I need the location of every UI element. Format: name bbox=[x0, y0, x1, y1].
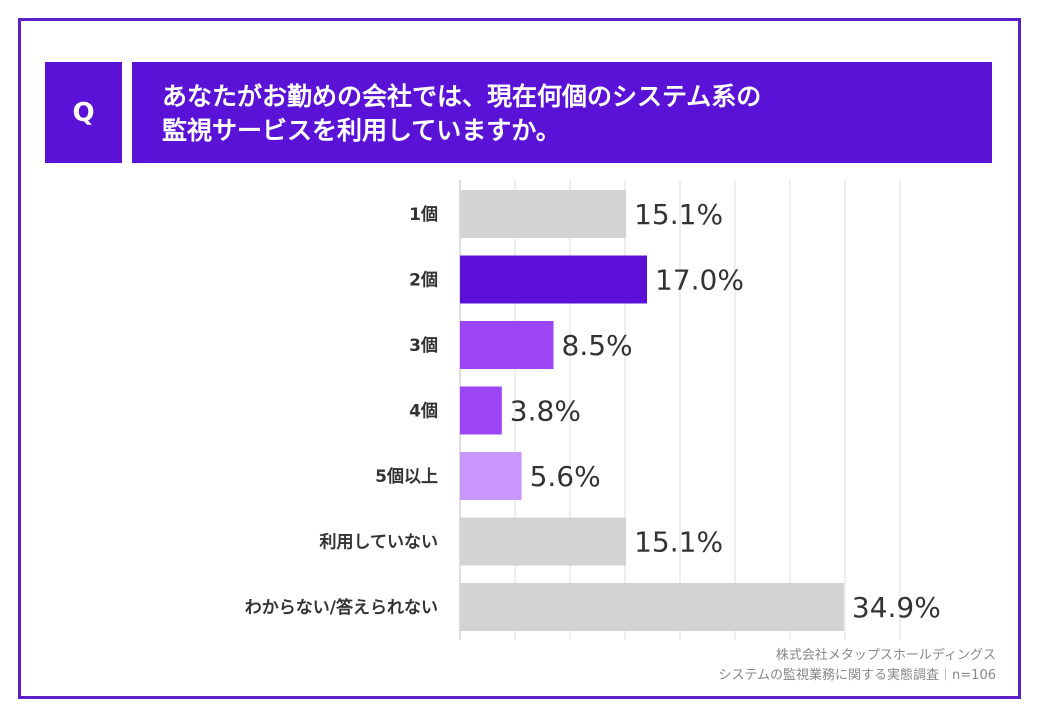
bar-5 bbox=[460, 452, 522, 500]
bar-2 bbox=[460, 255, 647, 304]
value-label: 15.1% bbox=[634, 198, 723, 231]
question-badge: Q bbox=[45, 62, 122, 163]
value-label: 5.6% bbox=[530, 460, 601, 493]
question-title-line-2: 監視サービスを利用していますか。 bbox=[162, 116, 561, 145]
question-badge-label: Q bbox=[72, 97, 95, 128]
value-label: 8.5% bbox=[562, 329, 633, 362]
category-label: 4個 bbox=[409, 401, 438, 422]
value-label: 17.0% bbox=[655, 264, 744, 297]
bar-6 bbox=[460, 517, 627, 566]
category-label: 5個以上 bbox=[375, 466, 438, 487]
category-label: 2個 bbox=[409, 270, 438, 291]
value-label: 15.1% bbox=[634, 526, 723, 559]
category-label: 利用していない bbox=[320, 532, 439, 553]
category-label: 1個 bbox=[409, 204, 438, 225]
source-note: 株式会社メタップスホールディングス システムの監視業務に関する実態調査｜n=10… bbox=[718, 646, 996, 686]
bar-7 bbox=[460, 583, 844, 631]
value-label: 3.8% bbox=[510, 395, 581, 428]
value-label: 34.9% bbox=[852, 591, 941, 624]
question-title-line-1: あなたがお勤めの会社では、現在何個のシステム系の bbox=[162, 82, 762, 111]
question-title: あなたがお勤めの会社では、現在何個のシステム系の 監視サービスを利用していますか… bbox=[132, 62, 992, 163]
source-company: 株式会社メタップスホールディングス bbox=[775, 648, 996, 663]
category-label: わからない/答えられない bbox=[245, 597, 438, 618]
bar-4 bbox=[460, 386, 502, 435]
category-label: 3個 bbox=[409, 335, 438, 356]
bar-1 bbox=[460, 190, 627, 238]
bar-3 bbox=[460, 321, 554, 369]
source-survey: システムの監視業務に関する実態調査｜n=106 bbox=[718, 668, 996, 683]
